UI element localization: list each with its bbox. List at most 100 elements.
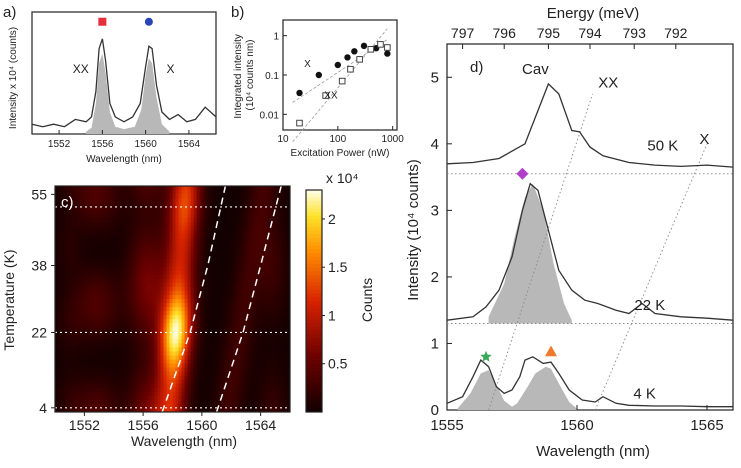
heatmap-cell: [55, 206, 59, 211]
heatmap-cell: [151, 391, 155, 397]
heatmap-cell: [118, 218, 122, 223]
heatmap-cell: [148, 294, 152, 300]
heatmap-cell: [58, 198, 62, 203]
heatmap-cell: [103, 242, 107, 247]
heatmap-cell: [205, 262, 210, 268]
panel-b-point-x: [296, 89, 303, 97]
heatmap-cell: [127, 270, 131, 276]
heatmap-cell: [232, 355, 237, 360]
heatmap-cell: [181, 262, 185, 268]
heatmap-cell: [79, 278, 83, 284]
heatmap-cell: [154, 218, 158, 223]
heatmap-cell: [250, 206, 255, 211]
heatmap-cell: [241, 367, 246, 373]
heatmap-cell: [280, 383, 285, 389]
heatmap-cell: [247, 391, 252, 397]
heatmap-cell: [286, 339, 291, 344]
heatmap-cell: [247, 210, 252, 215]
heatmap-cell: [190, 266, 194, 272]
heatmap-cell: [121, 303, 125, 308]
heatmap-cell: [229, 214, 234, 219]
heatmap-cell: [85, 274, 89, 280]
heatmap-cell: [100, 391, 104, 397]
heatmap-cell: [283, 198, 288, 203]
heatmap-cell: [277, 242, 282, 247]
heatmap-cell: [244, 282, 249, 288]
heatmap-cell: [109, 214, 113, 219]
panel-c-ytick-label: 38: [31, 258, 47, 274]
heatmap-cell: [94, 274, 98, 280]
heatmap-cell: [106, 202, 110, 207]
heatmap-cell: [184, 254, 188, 260]
heatmap-cell: [118, 351, 122, 356]
heatmap-cell: [202, 270, 207, 276]
heatmap-cell: [196, 331, 201, 336]
heatmap-cell: [127, 399, 131, 405]
heatmap-cell: [148, 258, 152, 264]
heatmap-cell: [55, 222, 59, 227]
heatmap-cell: [115, 242, 119, 247]
heatmap-cell: [217, 202, 222, 207]
panel-c-ytick-label: 22: [31, 324, 47, 340]
heatmap-cell: [217, 371, 222, 377]
heatmap-cell: [211, 274, 216, 280]
heatmap-cell: [220, 290, 225, 296]
heatmap-cell: [193, 198, 197, 203]
heatmap-cell: [283, 262, 288, 268]
heatmap-cell: [175, 250, 179, 256]
heatmap-cell: [112, 270, 116, 276]
heatmap-cell: [220, 363, 225, 369]
heatmap-cell: [253, 206, 258, 211]
heatmap-cell: [109, 282, 113, 288]
heatmap-cell: [88, 391, 92, 397]
heatmap-cell: [55, 339, 59, 344]
heatmap-cell: [202, 407, 207, 413]
heatmap-cell: [166, 290, 170, 296]
heatmap-cell: [172, 335, 176, 340]
heatmap-cell: [190, 307, 194, 312]
heatmap-cell: [217, 367, 222, 373]
heatmap-cell: [178, 327, 182, 332]
heatmap-cell: [247, 242, 252, 247]
heatmap-cell: [103, 403, 107, 409]
heatmap-cell: [208, 282, 213, 288]
heatmap-cell: [157, 262, 161, 268]
heatmap-cell: [115, 218, 119, 223]
heatmap-cell: [241, 270, 246, 276]
heatmap-cell: [253, 222, 258, 227]
heatmap-cell: [229, 258, 234, 264]
heatmap-cell: [277, 395, 282, 401]
colorbar-segment: [306, 400, 322, 406]
heatmap-cell: [238, 230, 243, 235]
heatmap-cell: [133, 299, 137, 304]
heatmap-cell: [124, 270, 128, 276]
heatmap-cell: [64, 206, 68, 211]
heatmap-cell: [124, 387, 128, 393]
heatmap-cell: [106, 254, 110, 260]
heatmap-cell: [85, 246, 89, 251]
heatmap-cell: [55, 307, 59, 312]
heatmap-cell: [106, 347, 110, 352]
heatmap-cell: [133, 311, 137, 316]
heatmap-cell: [229, 299, 234, 304]
heatmap-cell: [148, 210, 152, 215]
heatmap-cell: [259, 194, 264, 199]
heatmap-cell: [112, 335, 116, 340]
heatmap-cell: [58, 387, 62, 393]
heatmap-cell: [106, 407, 110, 413]
heatmap-cell: [55, 198, 59, 203]
heatmap-cell: [88, 270, 92, 276]
heatmap-cell: [166, 282, 170, 288]
heatmap-cell: [148, 331, 152, 336]
heatmap-cell: [241, 399, 246, 405]
heatmap-cell: [208, 294, 213, 300]
heatmap-cell: [70, 258, 74, 264]
panel-c-ytick-label: 55: [31, 186, 47, 202]
heatmap-cell: [115, 367, 119, 373]
heatmap-cell: [64, 274, 68, 280]
panel-c-dashed-guide: [161, 185, 227, 413]
heatmap-cell: [223, 355, 228, 360]
heatmap-cell: [91, 214, 95, 219]
heatmap-cell: [106, 331, 110, 336]
